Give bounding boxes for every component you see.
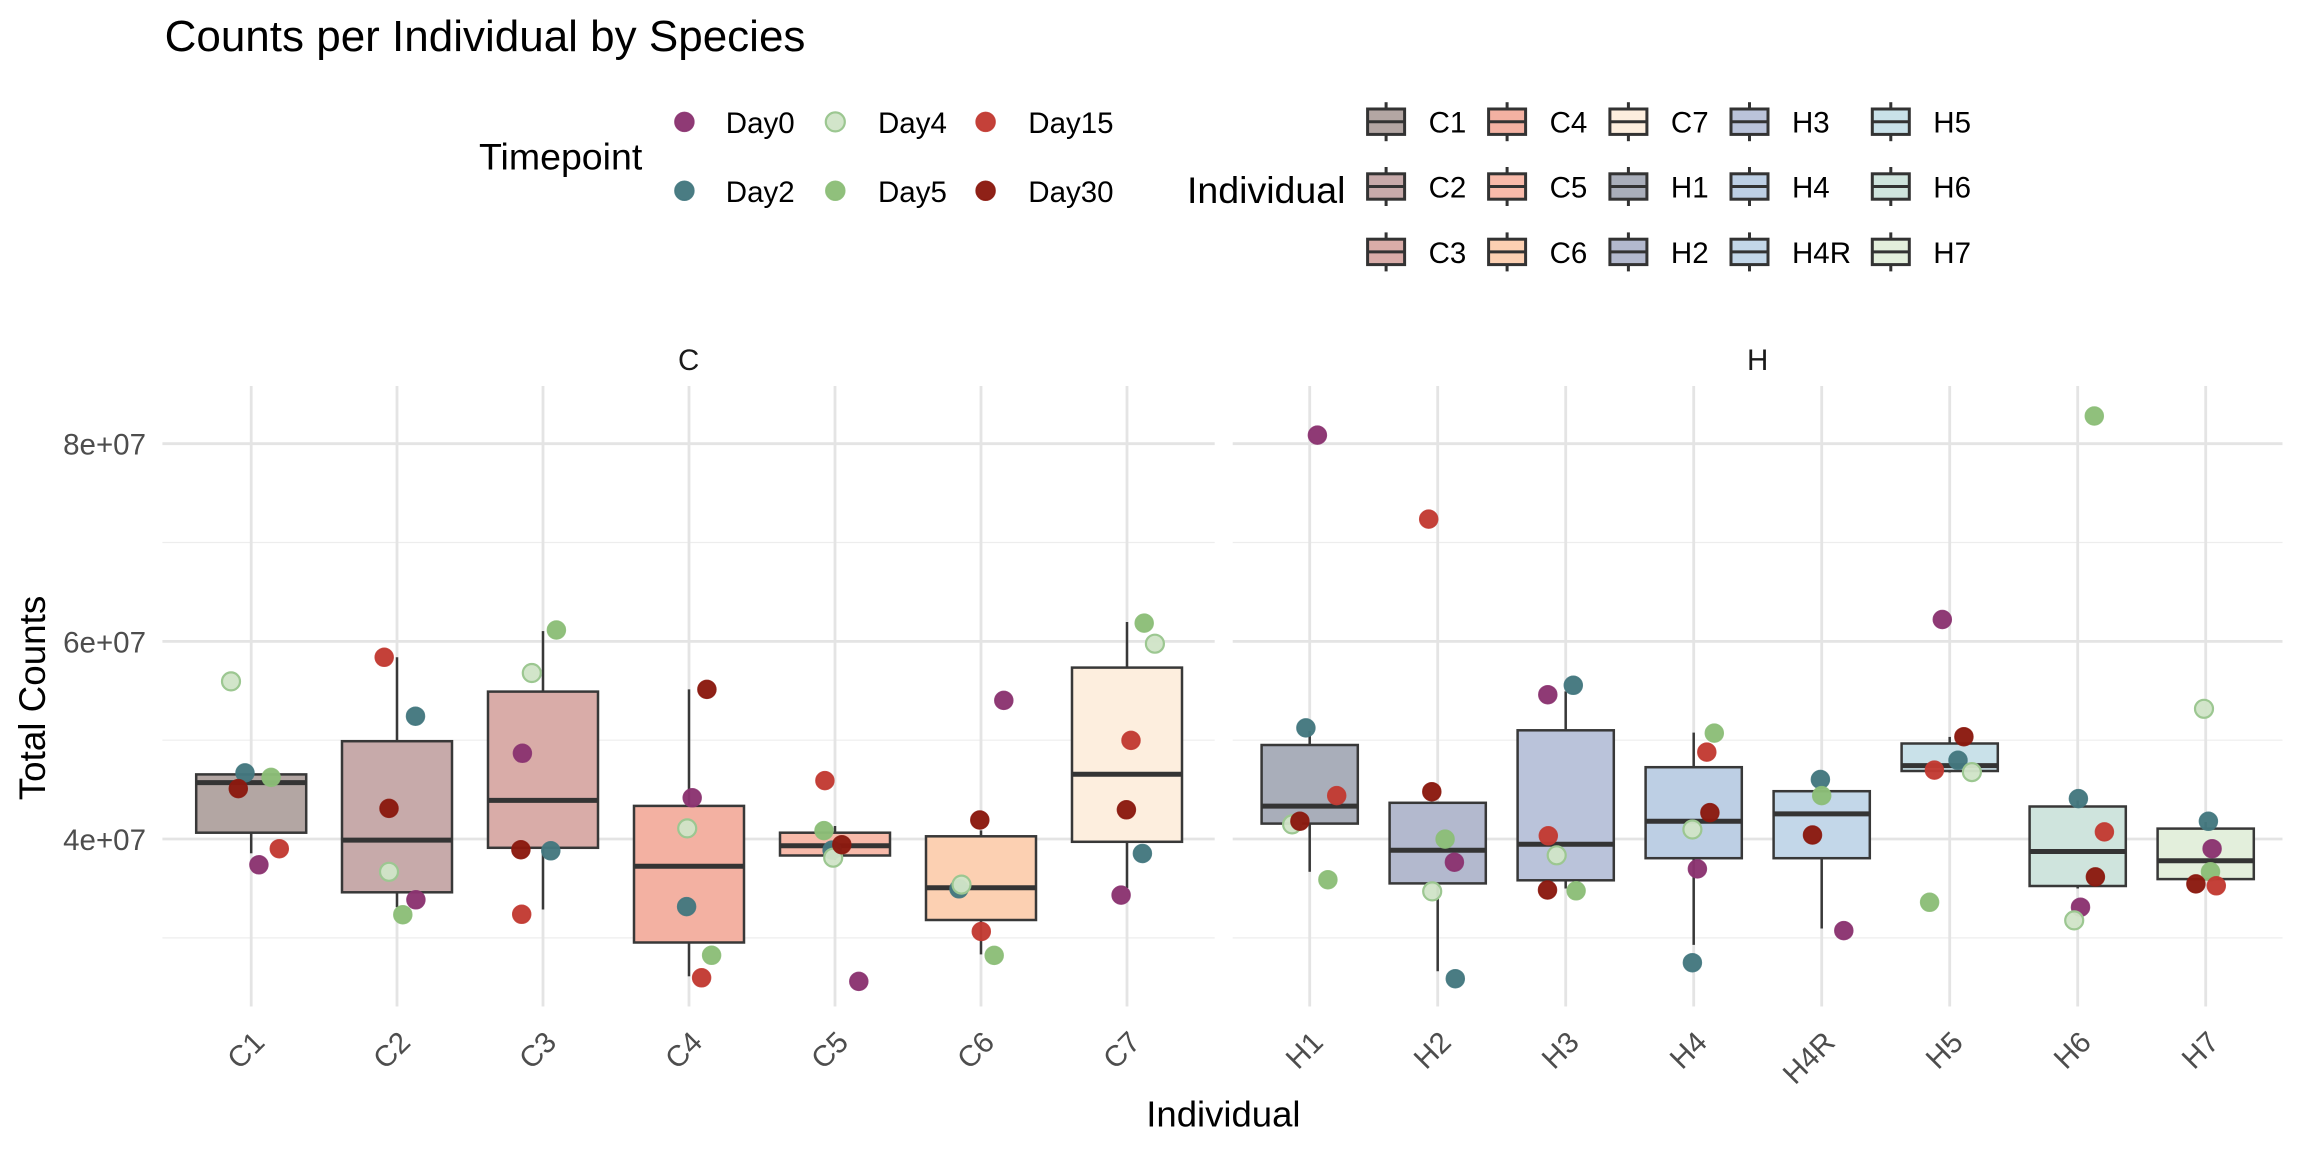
- svg-text:C5: C5: [1550, 172, 1588, 205]
- svg-text:C1: C1: [1429, 107, 1467, 140]
- svg-text:4e+07: 4e+07: [63, 824, 146, 857]
- svg-text:C2: C2: [1429, 172, 1467, 205]
- svg-text:C: C: [678, 344, 699, 377]
- svg-text:C4: C4: [1550, 107, 1588, 140]
- svg-text:Counts per Individual by Speci: Counts per Individual by Species: [165, 12, 806, 61]
- svg-text:Day2: Day2: [726, 176, 795, 209]
- svg-text:H3: H3: [1792, 107, 1830, 140]
- svg-text:H6: H6: [1933, 172, 1971, 205]
- svg-text:8e+07: 8e+07: [63, 429, 146, 462]
- svg-text:H2: H2: [1671, 237, 1709, 270]
- svg-text:Total Counts: Total Counts: [12, 596, 53, 801]
- svg-text:H1: H1: [1671, 172, 1709, 205]
- svg-text:Individual: Individual: [1187, 169, 1345, 211]
- svg-text:C6: C6: [1550, 237, 1588, 270]
- svg-text:6e+07: 6e+07: [63, 626, 146, 659]
- svg-text:Day4: Day4: [878, 107, 947, 140]
- svg-text:H5: H5: [1933, 107, 1971, 140]
- svg-text:H4: H4: [1792, 172, 1830, 205]
- svg-text:H7: H7: [1933, 237, 1971, 270]
- svg-text:H: H: [1747, 344, 1768, 377]
- svg-text:H4R: H4R: [1792, 237, 1851, 270]
- svg-text:Timepoint: Timepoint: [479, 136, 643, 178]
- svg-text:Day5: Day5: [878, 176, 947, 209]
- svg-text:C3: C3: [1429, 237, 1467, 270]
- svg-text:Day0: Day0: [726, 107, 795, 140]
- svg-text:Day30: Day30: [1028, 176, 1113, 209]
- svg-text:Individual: Individual: [1146, 1093, 1300, 1134]
- svg-text:C7: C7: [1671, 107, 1709, 140]
- svg-text:Day15: Day15: [1028, 107, 1113, 140]
